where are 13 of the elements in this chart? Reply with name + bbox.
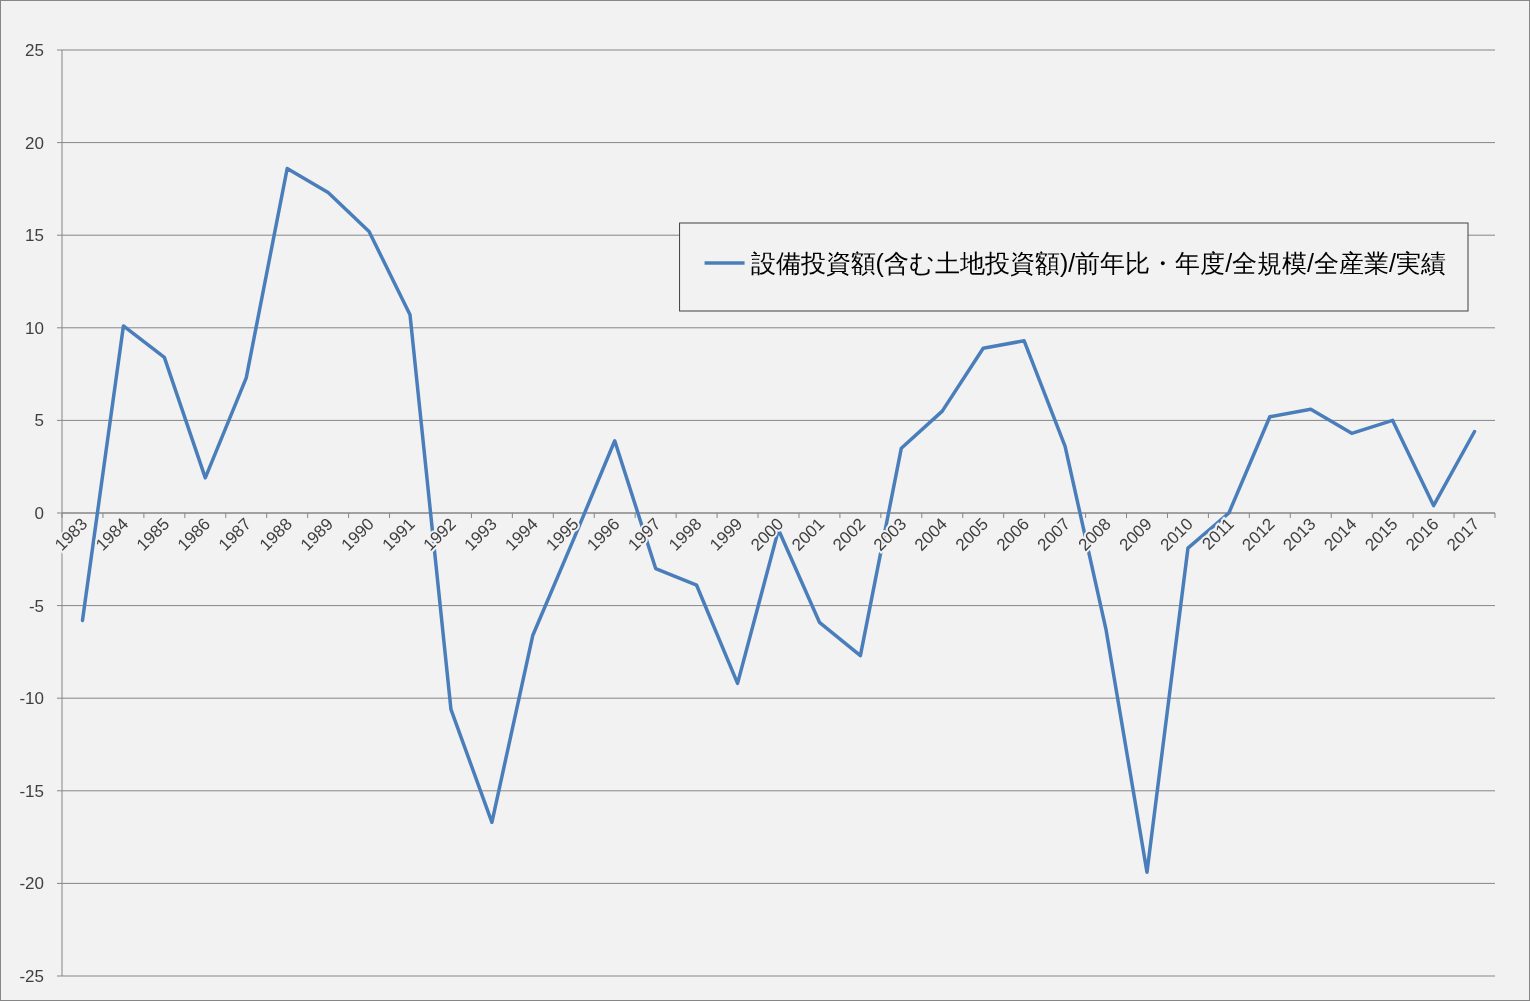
y-tick-label: -5 xyxy=(28,596,44,616)
y-tick-label: 20 xyxy=(25,133,44,153)
y-tick-label: 10 xyxy=(25,318,44,338)
y-tick-label: 5 xyxy=(34,411,44,431)
y-tick-label: -10 xyxy=(19,689,44,709)
y-tick-label: -20 xyxy=(19,874,44,894)
y-tick-label: -25 xyxy=(19,967,44,986)
legend: 設備投資額(含む土地投資額)/前年比・年度/全規模/全産業/実績 xyxy=(679,222,1469,312)
y-tick-label: 25 xyxy=(25,41,44,60)
y-tick-label: 0 xyxy=(34,504,44,523)
y-tick-label: -15 xyxy=(19,781,44,801)
legend-label: 設備投資額(含む土地投資額)/前年比・年度/全規模/全産業/実績 xyxy=(750,249,1446,277)
y-tick-label: 15 xyxy=(25,226,44,246)
